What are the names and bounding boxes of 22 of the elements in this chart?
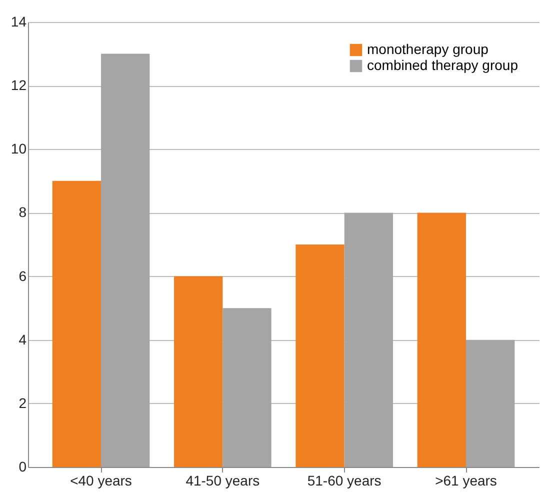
x-tick-label: 41-50 years: [186, 472, 260, 488]
bar: [466, 340, 515, 467]
x-tick-label: >61 years: [435, 472, 497, 488]
bar: [344, 212, 393, 467]
legend-label: monotherapy group: [367, 41, 489, 57]
x-tick-label: 51-60 years: [307, 472, 382, 488]
bar: [101, 54, 150, 467]
y-tick-label: 0: [18, 458, 27, 474]
legend-label: combined therapy group: [367, 57, 518, 73]
y-tick-label: 2: [18, 394, 27, 411]
y-tick-label: 6: [18, 268, 27, 284]
bar: [174, 276, 223, 467]
bar: [417, 212, 466, 467]
y-tick-label: 4: [18, 331, 27, 348]
y-tick-label: 12: [10, 77, 27, 94]
bar: [222, 308, 272, 467]
bar: [52, 180, 101, 467]
y-tick-label: 8: [18, 204, 27, 220]
x-tick-label: <40 years: [70, 472, 132, 488]
y-tick-label: 10: [10, 140, 27, 157]
bar: [296, 244, 344, 467]
y-tick-label: 14: [10, 14, 27, 30]
